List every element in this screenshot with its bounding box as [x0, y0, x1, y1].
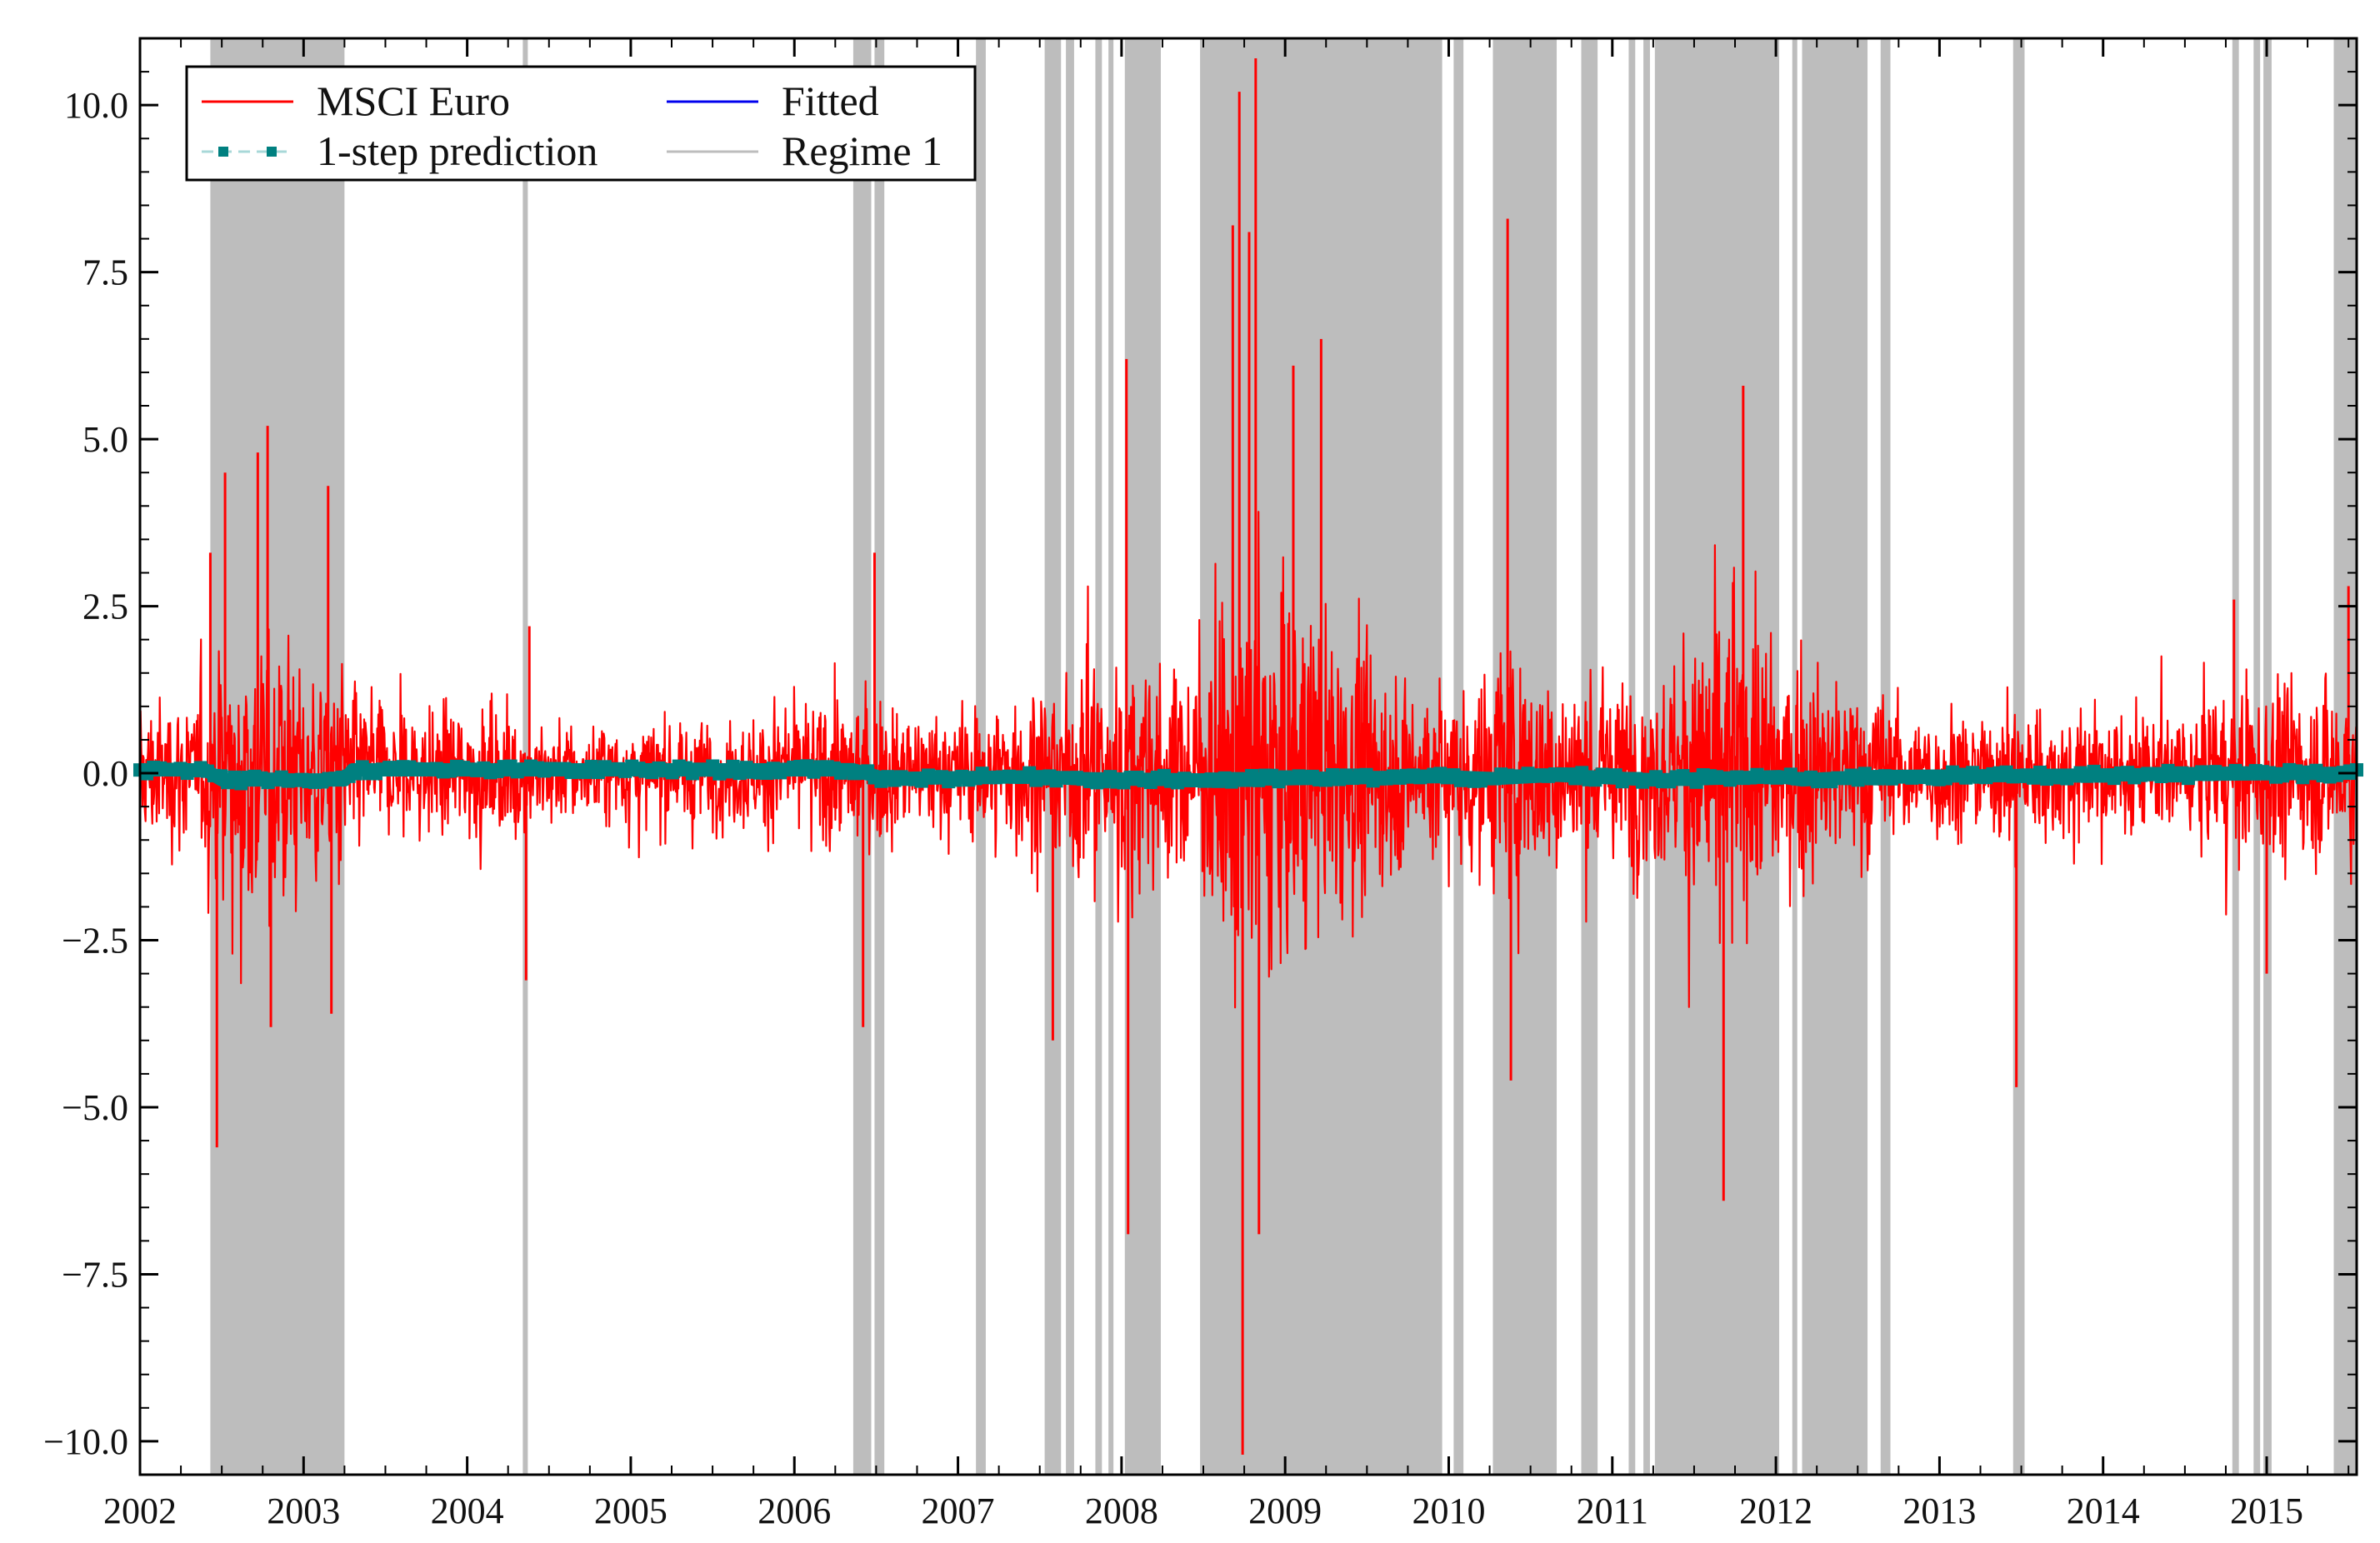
regime-1-band	[2263, 38, 2272, 1475]
x-tick-label: 2011	[1577, 1491, 1648, 1531]
legend-swatch-marker	[267, 147, 277, 157]
x-tick-label: 2005	[594, 1491, 668, 1531]
regime-1-band	[1643, 38, 1650, 1475]
x-tick-label: 2006	[758, 1491, 831, 1531]
one-step-prediction-series	[133, 759, 2363, 791]
y-tick-label: −10.0	[43, 1421, 128, 1462]
plot-frame	[138, 37, 2358, 1476]
x-tick-label: 2012	[1739, 1491, 1812, 1531]
x-tick-label: 2008	[1085, 1491, 1158, 1531]
y-axis: −10.0 −7.5 −5.0 −2.5 0.0 2.5 5.0 7.5 10.0	[43, 71, 2357, 1462]
msci-euro-series	[138, 58, 2358, 1455]
y-tick-label: 2.5	[82, 587, 128, 627]
x-tick-label: 2015	[2230, 1491, 2303, 1531]
regime-1-band	[976, 38, 986, 1475]
x-tick-label: 2010	[1412, 1491, 1485, 1531]
regime-1-band	[2253, 38, 2261, 1475]
x-tick-label: 2004	[431, 1491, 504, 1531]
y-tick-label: −7.5	[62, 1254, 128, 1295]
x-tick-label: 2003	[267, 1491, 340, 1531]
legend-box	[185, 65, 977, 182]
y-tick-label: −5.0	[62, 1087, 128, 1128]
x-tick-label: 2007	[922, 1491, 995, 1531]
x-tick-label: 2009	[1248, 1491, 1322, 1531]
x-tick-label: 2013	[1902, 1491, 1976, 1531]
legend-label: 1-step prediction	[317, 127, 598, 174]
y-tick-label: 0.0	[82, 753, 128, 794]
x-tick-label: 2002	[103, 1491, 177, 1531]
legend-label: Fitted	[782, 77, 879, 124]
y-tick-label: 10.0	[64, 85, 128, 126]
legend: MSCI Euro Fitted 1-step prediction Regime 1	[185, 65, 977, 182]
y-tick-label: 5.0	[82, 419, 128, 460]
legend-label: MSCI Euro	[317, 77, 510, 124]
regime-1-band	[1044, 38, 1062, 1475]
x-axis: 2002 2003 2004 2005 2006 2007 2008 2009 2010 2011…	[103, 38, 2350, 1531]
y-tick-label: −2.5	[62, 921, 128, 961]
x-tick-label: 2014	[2067, 1491, 2140, 1531]
regime-1-band	[1453, 38, 1464, 1475]
regime-1-band	[1792, 38, 1798, 1475]
legend-label: Regime 1	[782, 127, 942, 174]
y-tick-label: 7.5	[82, 252, 128, 293]
legend-swatch-marker	[218, 147, 228, 157]
